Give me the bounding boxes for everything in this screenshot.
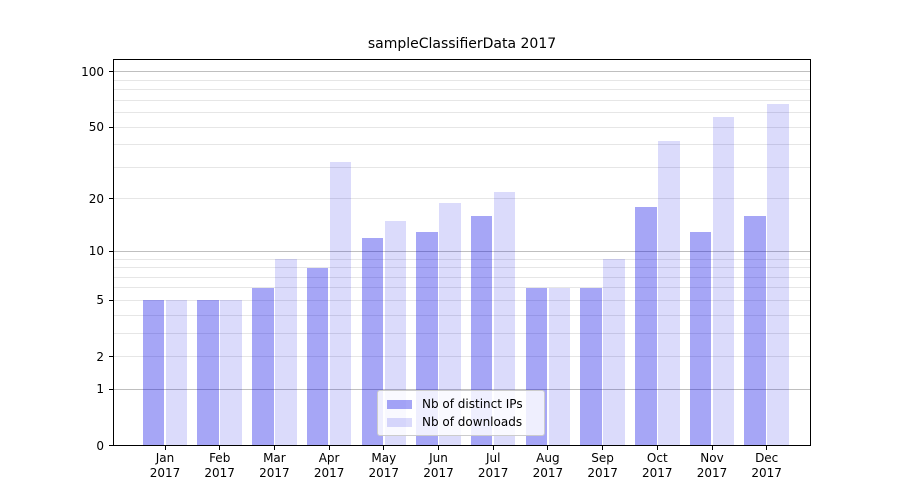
bar-distinct-ips xyxy=(252,287,274,446)
bar-distinct-ips xyxy=(580,287,602,446)
chart-title: sampleClassifierData 2017 xyxy=(367,36,557,52)
bar-downloads xyxy=(384,220,407,446)
x-tick-label: Apr 2017 xyxy=(313,451,345,480)
x-tick-label: Jul 2017 xyxy=(477,451,509,480)
y-tick-label: 1 xyxy=(96,382,104,397)
x-tick-mark xyxy=(164,446,166,450)
legend-swatch-downloads xyxy=(387,417,412,427)
x-tick-mark xyxy=(328,446,330,450)
gridline-minor xyxy=(114,258,810,260)
x-tick-mark xyxy=(711,446,713,450)
x-tick-label: Sep 2017 xyxy=(587,451,618,480)
bar-downloads xyxy=(767,103,789,446)
bar-distinct-ips xyxy=(142,300,165,446)
bar-distinct-ips xyxy=(306,267,329,446)
x-tick-label: May 2017 xyxy=(368,451,400,480)
gridline-minor xyxy=(114,89,810,91)
y-tick-label: 0 xyxy=(96,438,104,453)
bar-downloads xyxy=(439,202,461,446)
y-tick-mark xyxy=(109,299,113,301)
bar-downloads xyxy=(603,259,625,446)
gridline-minor xyxy=(114,166,810,168)
x-tick-mark xyxy=(656,446,658,450)
y-tick-mark xyxy=(109,356,113,358)
x-tick-label: Aug 2017 xyxy=(532,451,564,480)
legend-swatch-distinct-ips xyxy=(387,399,412,409)
y-tick-mark xyxy=(109,445,113,446)
gridline-minor xyxy=(114,79,810,81)
x-tick-mark xyxy=(383,446,385,450)
x-tick-mark xyxy=(438,446,439,450)
bar-downloads xyxy=(165,300,188,446)
x-tick-label: Mar 2017 xyxy=(259,451,290,480)
gridline-minor xyxy=(114,299,810,301)
legend-label: Nb of downloads xyxy=(422,415,523,429)
x-tick-label: Jan 2017 xyxy=(149,451,181,480)
bar-downloads xyxy=(220,300,242,446)
gridline-minor xyxy=(114,267,810,269)
legend-item: Nb of distinct IPs xyxy=(387,397,535,411)
x-tick-mark xyxy=(219,446,221,450)
gridline-minor xyxy=(114,276,810,278)
legend: Nb of distinct IPs Nb of downloads xyxy=(377,390,545,436)
x-tick-mark xyxy=(492,446,494,450)
bar-distinct-ips xyxy=(689,231,712,446)
x-tick-mark xyxy=(766,446,768,450)
y-tick-label: 100 xyxy=(81,64,104,79)
gridline-minor xyxy=(114,126,810,128)
y-tick-label: 2 xyxy=(96,349,104,364)
x-tick-label: Feb 2017 xyxy=(204,451,235,480)
x-tick-label: Jun 2017 xyxy=(423,451,454,480)
x-tick-label: Oct 2017 xyxy=(642,451,673,480)
y-tick-label: 20 xyxy=(88,191,104,206)
bar-distinct-ips xyxy=(197,300,219,446)
bar-downloads xyxy=(493,191,516,446)
gridline-minor xyxy=(114,198,810,200)
x-tick-mark xyxy=(273,446,275,450)
y-tick-label: 10 xyxy=(88,244,104,259)
gridline-major xyxy=(114,250,810,252)
gridline-minor xyxy=(114,99,810,101)
y-tick-mark xyxy=(109,71,113,73)
bar-distinct-ips xyxy=(635,207,657,446)
legend-item: Nb of downloads xyxy=(387,415,535,429)
bar-downloads xyxy=(712,116,735,446)
bar-downloads xyxy=(548,287,571,446)
gridline-minor xyxy=(114,332,810,334)
gridline-minor xyxy=(114,356,810,358)
y-tick-mark xyxy=(109,126,113,128)
y-tick-label: 5 xyxy=(96,293,104,308)
gridline-minor xyxy=(114,314,810,316)
bar-downloads xyxy=(275,259,297,446)
gridline-minor xyxy=(114,112,810,114)
x-tick-label: Nov 2017 xyxy=(696,451,728,480)
y-tick-mark xyxy=(109,250,113,252)
gridline-major xyxy=(114,71,810,73)
y-tick-mark xyxy=(109,198,113,200)
y-tick-mark xyxy=(109,388,113,390)
bar-distinct-ips xyxy=(744,216,766,446)
y-tick-label: 50 xyxy=(88,120,104,135)
legend-label: Nb of distinct IPs xyxy=(422,397,523,411)
bar-downloads xyxy=(329,162,352,446)
x-tick-label: Dec 2017 xyxy=(751,451,782,480)
x-tick-mark xyxy=(602,446,604,450)
gridline-minor xyxy=(114,287,810,289)
gridline-minor xyxy=(114,144,810,146)
bar-downloads xyxy=(658,140,680,446)
gridline-major xyxy=(114,388,810,390)
bar-distinct-ips xyxy=(470,216,493,446)
x-tick-mark xyxy=(547,446,549,450)
